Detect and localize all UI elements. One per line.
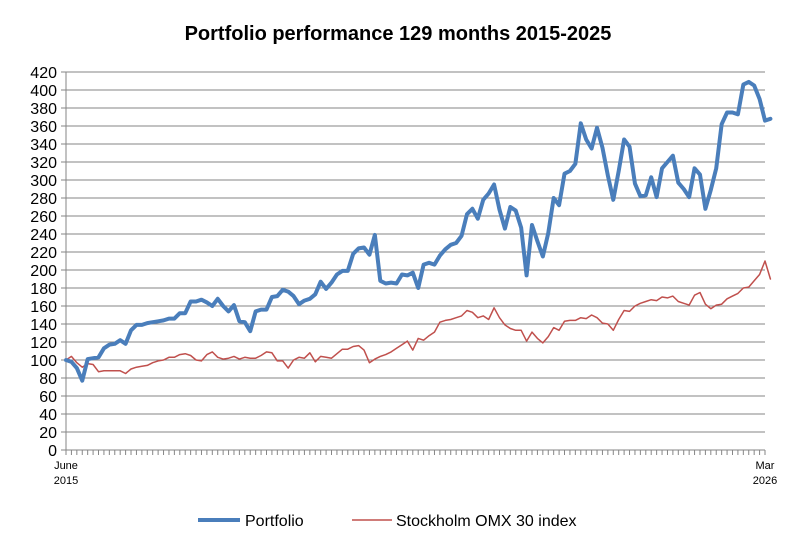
y-tick-label: 300 (30, 173, 57, 190)
series-line-stockholm-omx-30-index (65, 260, 772, 375)
y-tick-label: 100 (30, 353, 57, 370)
gridlines (66, 71, 765, 433)
y-tick-label: 0 (48, 443, 57, 460)
y-tick-label: 160 (30, 299, 57, 316)
y-tick-label: 400 (30, 83, 57, 100)
y-tick-label: 120 (30, 335, 57, 352)
y-tick-label: 200 (30, 263, 57, 280)
legend-label-portfolio: Portfolio (245, 513, 304, 530)
y-tick-label: 260 (30, 209, 57, 226)
x-tick-label: 2026 (753, 475, 777, 487)
y-tick-label: 220 (30, 245, 57, 262)
series-lines (64, 79, 773, 383)
x-tick-labels: June 2015 Mar 2026 (54, 460, 777, 487)
series-line-portfolio (64, 79, 773, 383)
chart-title: Portfolio performance 129 months 2015-20… (185, 23, 612, 45)
x-tick-label: 2015 (54, 475, 78, 487)
y-tick-label: 180 (30, 281, 57, 298)
legend-label-stockholm-omx-30-index: Stockholm OMX 30 index (396, 513, 577, 530)
legend: Portfolio Stockholm OMX 30 index (198, 513, 577, 530)
y-tick-label: 320 (30, 155, 57, 172)
y-tick-label: 140 (30, 317, 57, 334)
x-tick-label: June (54, 460, 78, 472)
y-tick-labels: 0204060801001201401601802002202402602803… (30, 65, 57, 460)
y-tick-label: 40 (39, 407, 57, 424)
y-tick-label: 340 (30, 137, 57, 154)
y-tick-label: 80 (39, 371, 57, 388)
axes (61, 71, 766, 455)
y-tick-label: 60 (39, 389, 57, 406)
y-tick-label: 420 (30, 65, 57, 82)
y-tick-label: 240 (30, 227, 57, 244)
y-tick-label: 360 (30, 119, 57, 136)
y-tick-label: 20 (39, 425, 57, 442)
y-tick-label: 280 (30, 191, 57, 208)
x-tick-label: Mar (756, 460, 775, 472)
y-tick-label: 380 (30, 101, 57, 118)
